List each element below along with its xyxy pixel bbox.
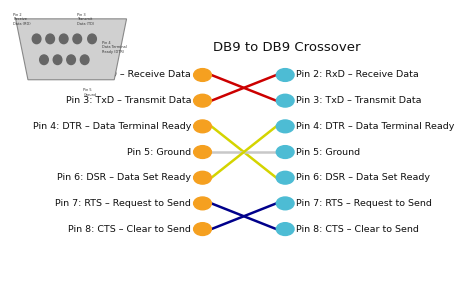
Ellipse shape xyxy=(88,34,96,44)
Ellipse shape xyxy=(193,197,211,210)
Text: Pin 3: TxD – Transmit Data: Pin 3: TxD – Transmit Data xyxy=(296,96,422,105)
Text: Pin 5: Ground: Pin 5: Ground xyxy=(127,148,191,157)
Ellipse shape xyxy=(80,55,89,65)
Ellipse shape xyxy=(40,55,48,65)
Text: Pin 6: DSR – Data Set Ready: Pin 6: DSR – Data Set Ready xyxy=(296,173,430,182)
Ellipse shape xyxy=(193,146,211,158)
Text: Pin 4: DTR – Data Terminal Ready: Pin 4: DTR – Data Terminal Ready xyxy=(33,122,191,131)
Text: Pin 8: CTS – Clear to Send: Pin 8: CTS – Clear to Send xyxy=(68,224,191,233)
Ellipse shape xyxy=(193,94,211,107)
Text: Pin 7: RTS – Request to Send: Pin 7: RTS – Request to Send xyxy=(55,199,191,208)
Ellipse shape xyxy=(53,55,62,65)
Ellipse shape xyxy=(276,223,294,235)
Ellipse shape xyxy=(46,34,55,44)
Text: Pin 4
Data Terminal
Ready (DTR): Pin 4 Data Terminal Ready (DTR) xyxy=(102,41,127,54)
Ellipse shape xyxy=(193,69,211,81)
Text: Pin 6: DSR – Data Set Ready: Pin 6: DSR – Data Set Ready xyxy=(57,173,191,182)
Text: Pin 2: RxD – Receive Data: Pin 2: RxD – Receive Data xyxy=(68,70,191,79)
Text: Pin 8: CTS – Clear to Send: Pin 8: CTS – Clear to Send xyxy=(296,224,419,233)
Polygon shape xyxy=(16,19,127,80)
Ellipse shape xyxy=(193,120,211,133)
Text: DB9 to DB9 Crossover: DB9 to DB9 Crossover xyxy=(213,41,361,55)
Text: Pin 2
Receive
Data (RD): Pin 2 Receive Data (RD) xyxy=(13,13,31,26)
Ellipse shape xyxy=(67,55,75,65)
Ellipse shape xyxy=(276,120,294,133)
Ellipse shape xyxy=(276,146,294,158)
Ellipse shape xyxy=(59,34,68,44)
Ellipse shape xyxy=(73,34,82,44)
Text: Pin 5: Ground: Pin 5: Ground xyxy=(296,148,361,157)
Ellipse shape xyxy=(276,69,294,81)
Text: Pin 4: DTR – Data Terminal Ready: Pin 4: DTR – Data Terminal Ready xyxy=(296,122,455,131)
Text: Pin 5
Ground: Pin 5 Ground xyxy=(83,88,97,97)
Ellipse shape xyxy=(276,171,294,184)
Ellipse shape xyxy=(276,94,294,107)
Ellipse shape xyxy=(276,197,294,210)
Text: Pin 2: RxD – Receive Data: Pin 2: RxD – Receive Data xyxy=(296,70,419,79)
Text: Pin 3: TxD – Transmit Data: Pin 3: TxD – Transmit Data xyxy=(66,96,191,105)
Text: Pin 3
Transmit
Data (TD): Pin 3 Transmit Data (TD) xyxy=(77,13,94,26)
Ellipse shape xyxy=(193,171,211,184)
Ellipse shape xyxy=(32,34,41,44)
Text: Pin 7: RTS – Request to Send: Pin 7: RTS – Request to Send xyxy=(296,199,432,208)
Ellipse shape xyxy=(193,223,211,235)
